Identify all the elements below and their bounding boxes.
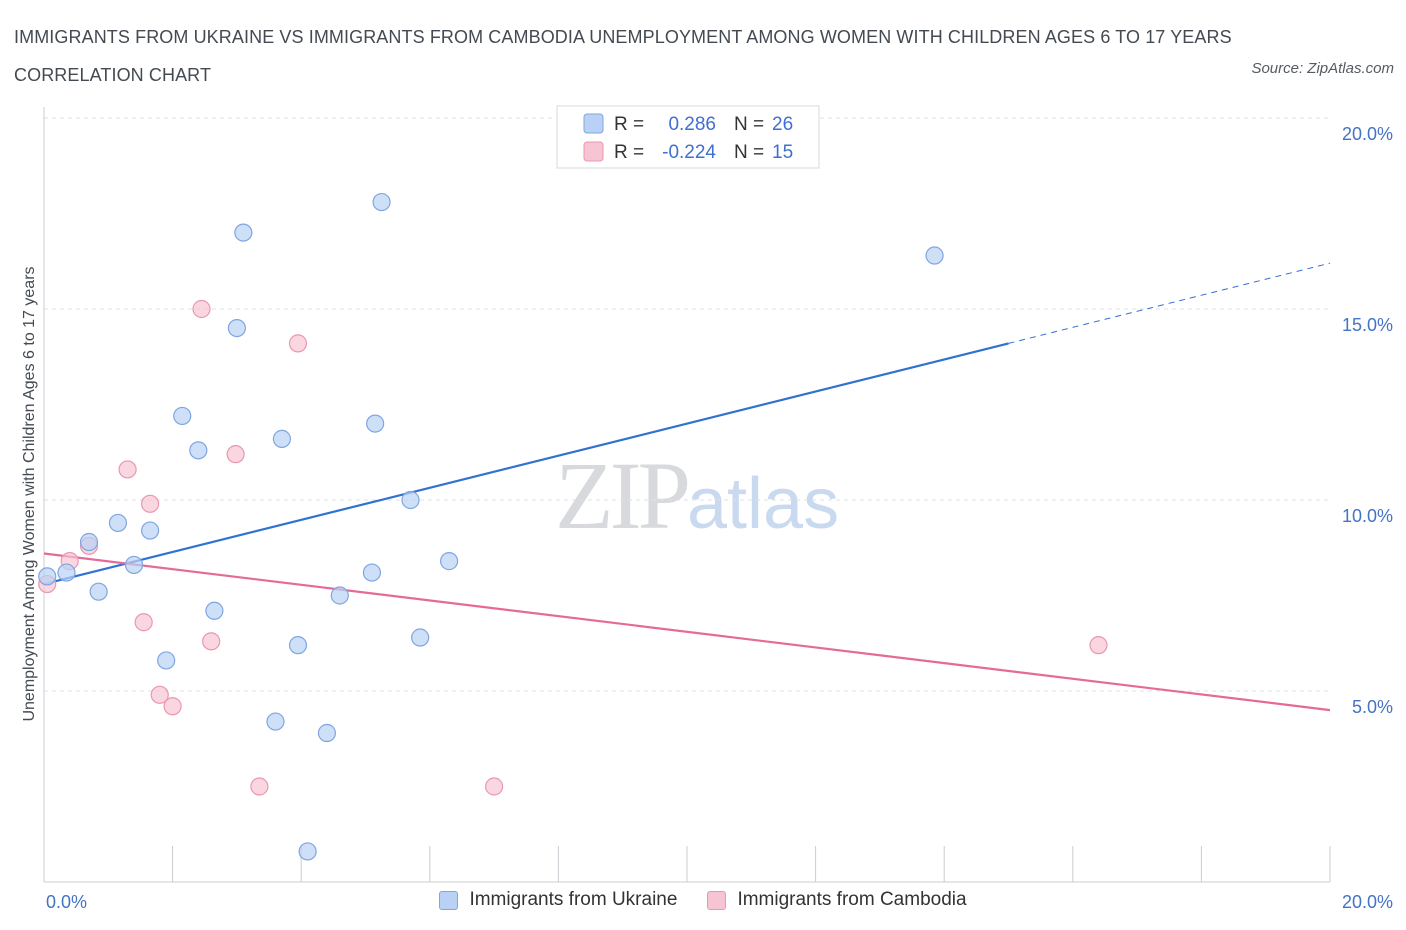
ukraine-point — [57, 563, 76, 582]
chart-title: IMMIGRANTS FROM UKRAINE VS IMMIGRANTS FR… — [14, 27, 1232, 85]
watermark-atlas: atlas — [687, 464, 840, 544]
y-tick-label: 15.0% — [1342, 315, 1393, 335]
ukraine-point — [266, 712, 285, 731]
bottom-legend-item-ukraine: Immigrants from Ukraine — [439, 889, 677, 911]
cambodia-point — [192, 299, 211, 319]
cambodia-point — [134, 613, 153, 632]
trendline-ukraine — [43, 342, 1009, 586]
ukraine-point — [439, 552, 459, 571]
ukraine-point — [372, 192, 391, 212]
y-axis-title: Unemployment Among Women with Children A… — [21, 266, 38, 721]
ukraine-point — [227, 319, 246, 338]
axes — [43, 107, 1330, 883]
watermark-zip: ZIP — [555, 442, 691, 549]
cambodia-point — [150, 685, 169, 704]
ukraine-point — [272, 429, 292, 448]
legend-r-label-ukraine: R = — [614, 114, 644, 135]
legend-r-label-cambodia: R = — [614, 142, 644, 163]
x-tick-label-min: 0.0% — [46, 892, 87, 912]
ukraine-point — [366, 414, 385, 433]
trendlines — [43, 262, 1331, 712]
ukraine-point — [234, 223, 253, 242]
ukraine-point — [124, 555, 144, 575]
ukraine-point — [38, 567, 57, 586]
bottom-legend-swatch-cambodia — [707, 890, 727, 910]
top-legend: R = 0.286 N = 26 R = -0.224 N = 15 — [556, 105, 820, 169]
ukraine-point — [317, 723, 337, 743]
bottom-legend: Immigrants from Ukraine Immigrants from … — [0, 889, 1406, 911]
legend-n-label-cambodia: N = — [734, 142, 764, 163]
ukraine-point — [157, 651, 176, 670]
trendline-cambodia — [43, 552, 1331, 712]
legend-n-label-ukraine: N = — [734, 114, 764, 135]
watermark: ZIPatlas — [555, 440, 839, 551]
cambodia-point — [485, 777, 504, 796]
cambodia-point — [288, 334, 308, 353]
ukraine-point — [140, 521, 160, 540]
legend-swatch-ukraine — [583, 113, 604, 134]
ukraine-point — [362, 563, 382, 582]
cambodia-point — [202, 632, 221, 651]
bottom-legend-label-cambodia: Immigrants from Cambodia — [737, 889, 967, 910]
ukraine-point — [288, 636, 308, 655]
y-tick-label: 5.0% — [1352, 697, 1393, 717]
legend-n-value-cambodia: 15 — [772, 142, 793, 163]
x-tick-label-max: 20.0% — [1342, 892, 1393, 912]
grid — [44, 117, 1330, 692]
trendline-ukraine-extension — [1008, 262, 1331, 344]
ukraine-point — [89, 582, 108, 601]
legend-n-value-ukraine: 26 — [772, 114, 793, 135]
y-tick-label: 10.0% — [1342, 506, 1393, 526]
y-tick-labels: 5.0% 10.0% 15.0% 20.0% — [1342, 124, 1393, 717]
ukraine-point — [173, 406, 192, 426]
legend-r-value-ukraine: 0.286 — [668, 114, 716, 135]
legend-r-value-cambodia: -0.224 — [662, 142, 716, 163]
points — [38, 192, 1108, 861]
ukraine-point — [298, 842, 317, 861]
ukraine-point — [411, 628, 430, 647]
cambodia-point — [226, 445, 245, 464]
cambodia-point — [1089, 636, 1108, 655]
ukraine-point — [925, 246, 944, 265]
ukraine-point — [205, 601, 224, 620]
bottom-legend-item-cambodia: Immigrants from Cambodia — [707, 889, 967, 911]
legend-swatch-cambodia — [583, 141, 604, 162]
ukraine-point — [79, 532, 99, 552]
ukraine-point — [401, 490, 420, 510]
ukraine-point — [330, 586, 349, 605]
bottom-legend-label-ukraine: Immigrants from Ukraine — [469, 889, 678, 910]
x-ticks — [172, 846, 1331, 882]
source-label: Source: ZipAtlas.com — [1251, 60, 1394, 77]
ukraine-point — [108, 513, 128, 533]
ukraine-point — [189, 441, 208, 460]
y-tick-label: 20.0% — [1342, 124, 1393, 144]
cambodia-point — [118, 460, 137, 479]
cambodia-point — [163, 697, 182, 716]
bottom-legend-swatch-ukraine — [439, 890, 459, 910]
cambodia-point — [140, 494, 160, 513]
cambodia-point — [250, 777, 269, 796]
